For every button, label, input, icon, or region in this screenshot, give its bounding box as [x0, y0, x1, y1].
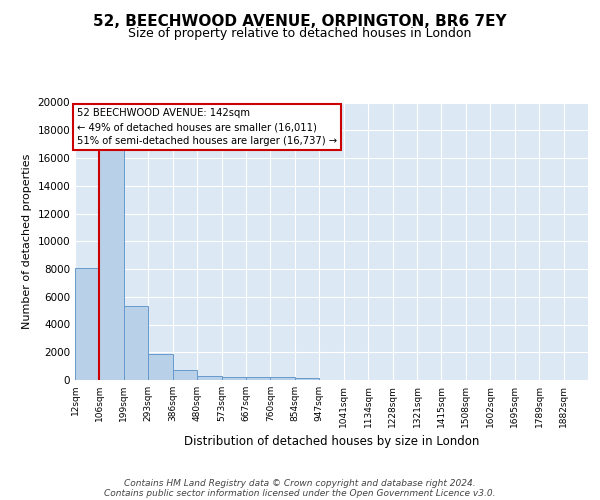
Text: 52 BEECHWOOD AVENUE: 142sqm
← 49% of detached houses are smaller (16,011)
51% of: 52 BEECHWOOD AVENUE: 142sqm ← 49% of det…: [77, 108, 337, 146]
Bar: [173, 370, 197, 380]
Bar: [75, 268, 100, 380]
Bar: [221, 377, 246, 380]
Bar: [124, 306, 148, 380]
Bar: [271, 377, 295, 380]
Y-axis label: Number of detached properties: Number of detached properties: [22, 154, 32, 329]
X-axis label: Distribution of detached houses by size in London: Distribution of detached houses by size …: [184, 436, 479, 448]
Bar: [246, 377, 271, 380]
Bar: [197, 376, 221, 380]
Text: Size of property relative to detached houses in London: Size of property relative to detached ho…: [128, 28, 472, 40]
Text: 52, BEECHWOOD AVENUE, ORPINGTON, BR6 7EY: 52, BEECHWOOD AVENUE, ORPINGTON, BR6 7EY: [93, 14, 507, 29]
Bar: [295, 378, 319, 380]
Text: Contains public sector information licensed under the Open Government Licence v3: Contains public sector information licen…: [104, 488, 496, 498]
Bar: [100, 150, 124, 380]
Bar: [148, 354, 173, 380]
Text: Contains HM Land Registry data © Crown copyright and database right 2024.: Contains HM Land Registry data © Crown c…: [124, 478, 476, 488]
